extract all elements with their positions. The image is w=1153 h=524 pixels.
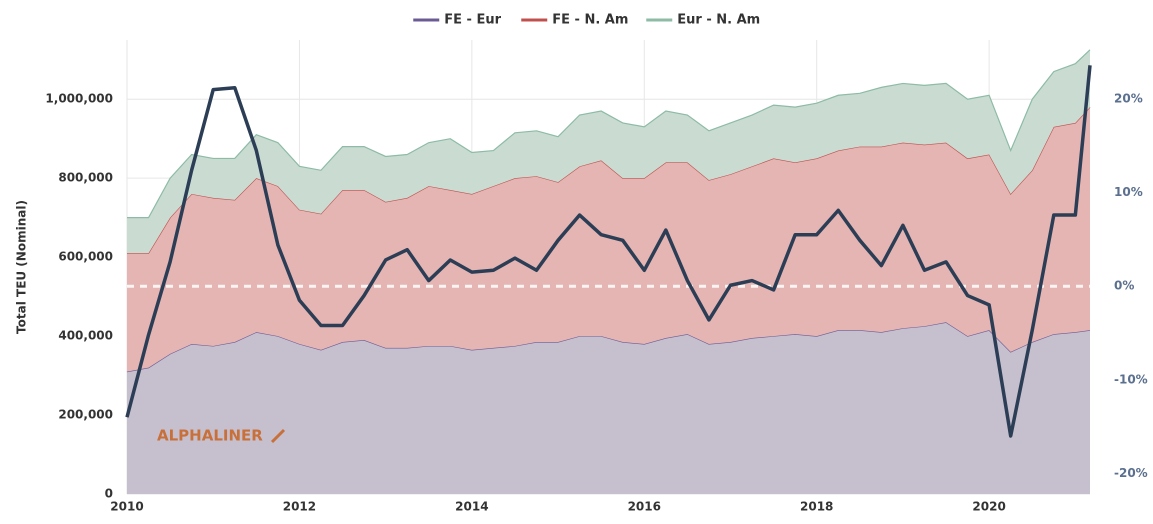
x-tick-label: 2018 xyxy=(800,500,833,514)
y2-tick-label: 10% xyxy=(1114,185,1143,199)
area xyxy=(127,322,1090,494)
y-tick-label: 0 xyxy=(105,487,113,501)
plot-area xyxy=(125,40,1092,495)
x-tick-label: 2020 xyxy=(972,500,1005,514)
y2-tick-label: 0% xyxy=(1114,279,1134,293)
y-axis-title: Total TEU (Nominal) xyxy=(15,200,29,334)
area xyxy=(127,49,1090,254)
area xyxy=(127,107,1090,372)
line xyxy=(125,65,1092,438)
legend-label: FE - N. Am xyxy=(552,13,628,28)
area-edge xyxy=(127,49,1091,219)
x-tick-label: 2010 xyxy=(110,500,143,514)
y2-tick-label: -20% xyxy=(1114,466,1148,480)
y-tick-label: 400,000 xyxy=(58,329,113,343)
y2-tick-label: 20% xyxy=(1114,91,1143,105)
y-tick-label: 1,000,000 xyxy=(45,92,113,106)
y2-tick-label: -10% xyxy=(1114,372,1148,386)
area-edge xyxy=(126,321,1091,373)
x-tick-label: 2012 xyxy=(283,500,316,514)
legend-label: FE - Eur xyxy=(444,13,501,28)
y-tick-label: 800,000 xyxy=(58,171,113,185)
watermark-slash xyxy=(270,428,286,444)
y-tick-label: 200,000 xyxy=(58,408,113,422)
y-tick-label: 600,000 xyxy=(58,250,113,264)
watermark: ALPHALINER xyxy=(157,427,263,445)
x-tick-label: 2016 xyxy=(628,500,661,514)
legend-label: Eur - N. Am xyxy=(677,13,760,28)
x-tick-label: 2014 xyxy=(455,500,488,514)
